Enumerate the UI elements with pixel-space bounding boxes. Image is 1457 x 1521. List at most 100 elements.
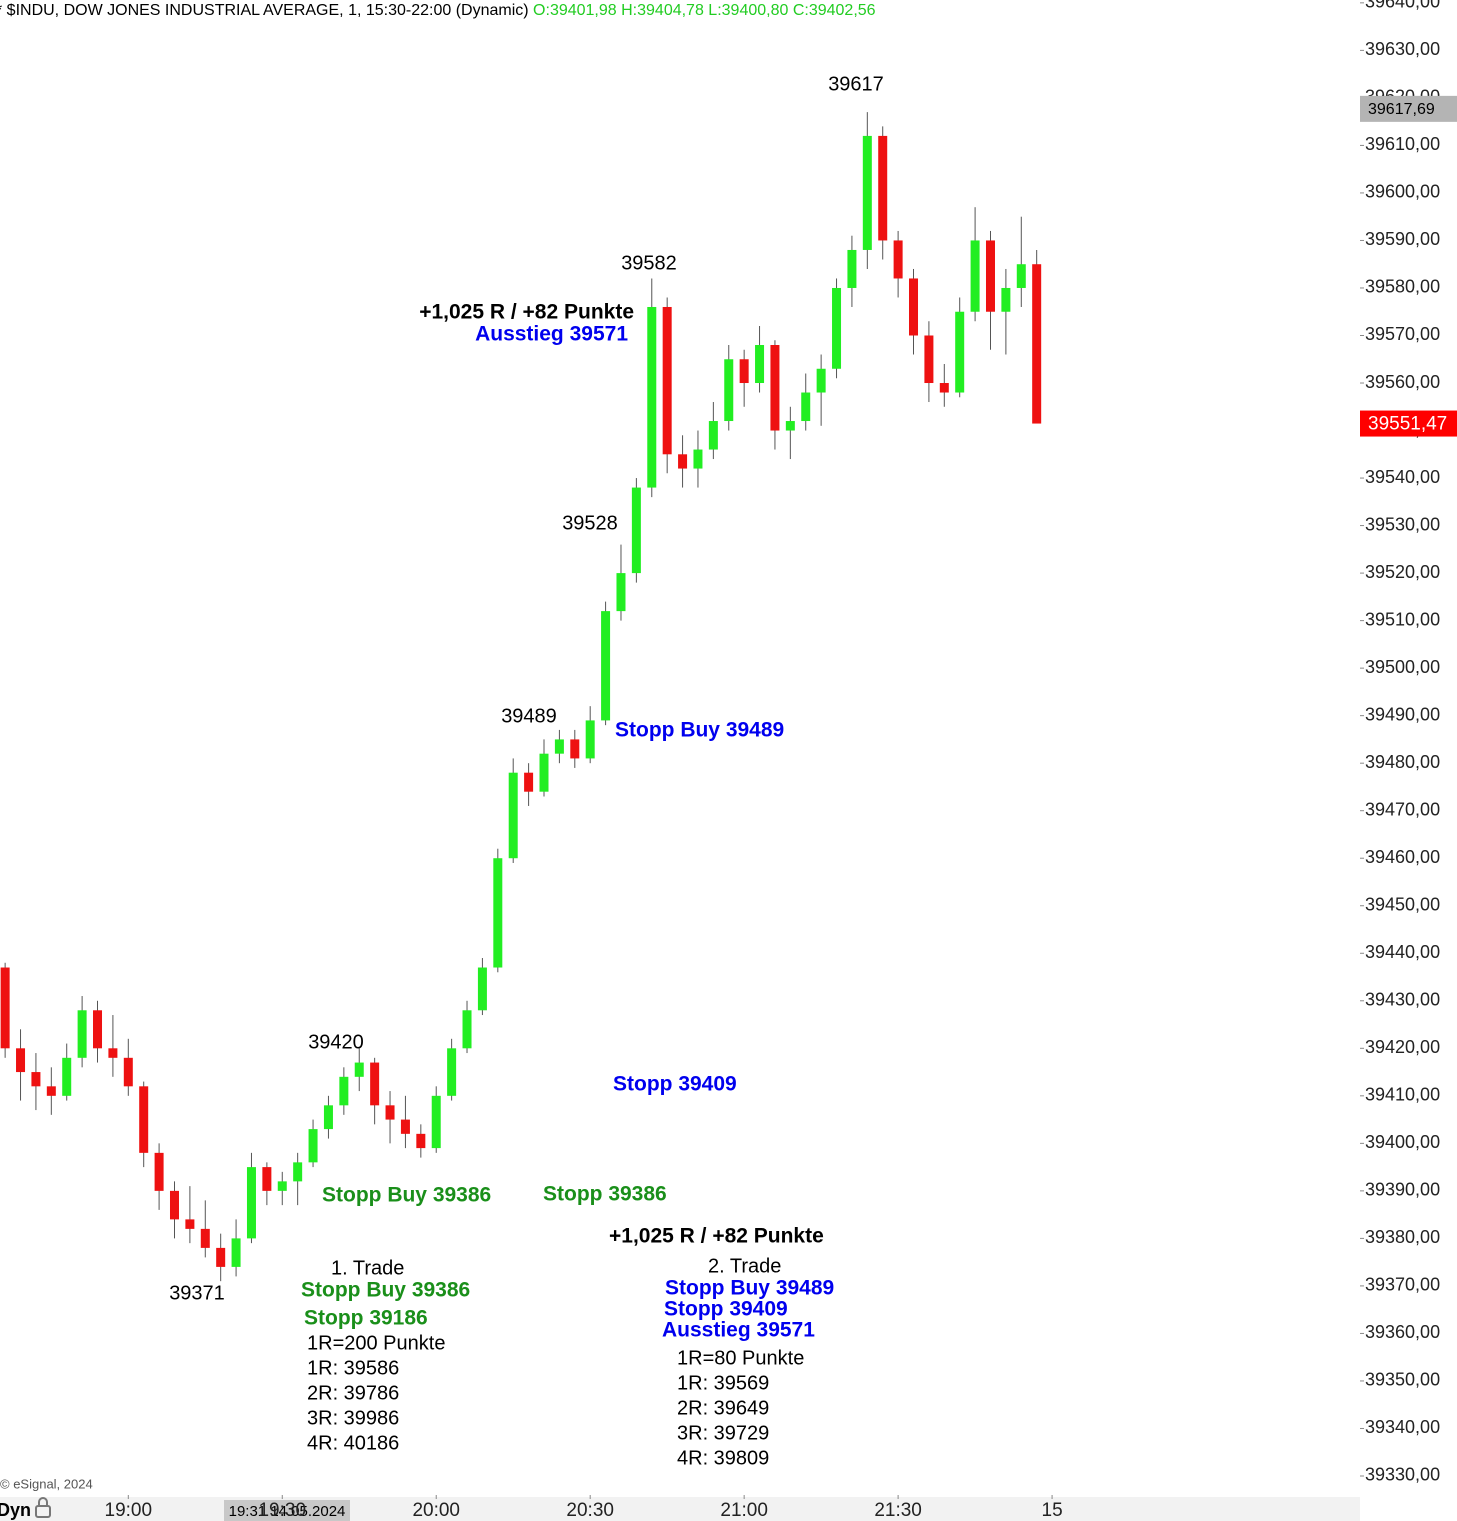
annotation: Stopp Buy 39489 bbox=[665, 1277, 834, 1300]
candle-body bbox=[154, 1152, 164, 1191]
y-tick-label: 39510,00 bbox=[1365, 609, 1440, 629]
y-tick-label: 39360,00 bbox=[1365, 1322, 1440, 1342]
candle-body bbox=[0, 967, 10, 1049]
candle-body bbox=[416, 1133, 426, 1149]
y-tick-label: 39400,00 bbox=[1365, 1132, 1440, 1152]
candle-body bbox=[385, 1105, 395, 1120]
x-tick-label: 20:00 bbox=[412, 1500, 460, 1521]
candle-body bbox=[585, 720, 595, 759]
y-tick-label: 39390,00 bbox=[1365, 1180, 1440, 1200]
y-tick-label: 39570,00 bbox=[1365, 324, 1440, 344]
annotation: Stopp 39409 bbox=[613, 1073, 737, 1096]
candle-body bbox=[816, 368, 826, 393]
x-axis-band bbox=[0, 1497, 1360, 1521]
candle-body bbox=[770, 345, 780, 431]
annotation: Stopp Buy 39386 bbox=[301, 1279, 470, 1302]
annotation: 4R: 40186 bbox=[307, 1432, 399, 1454]
annotation: Stopp Buy 39489 bbox=[615, 719, 784, 742]
candle-body bbox=[400, 1119, 410, 1134]
y-tick-label: 39330,00 bbox=[1365, 1465, 1440, 1485]
candle-body bbox=[832, 287, 842, 369]
candle-body bbox=[93, 1010, 103, 1049]
candle-body bbox=[447, 1048, 457, 1096]
candle-body bbox=[985, 240, 995, 312]
candle-body bbox=[939, 383, 949, 393]
annotation: Stopp 39186 bbox=[304, 1307, 428, 1330]
annotation: Ausstieg 39571 bbox=[475, 323, 628, 346]
candle-body bbox=[77, 1010, 87, 1058]
candle-body bbox=[46, 1086, 56, 1096]
annotation: 1. Trade bbox=[331, 1257, 404, 1279]
y-tick-label: 39500,00 bbox=[1365, 657, 1440, 677]
y-tick-label: 39560,00 bbox=[1365, 372, 1440, 392]
y-tick-label: 39370,00 bbox=[1365, 1275, 1440, 1295]
annotation: 39582 bbox=[621, 252, 677, 274]
candle-body bbox=[1032, 264, 1042, 424]
y-tick-label: 39480,00 bbox=[1365, 752, 1440, 772]
price-marker-label: 39617,69 bbox=[1368, 101, 1435, 118]
y-axis-band bbox=[1360, 0, 1457, 1521]
candle-body bbox=[755, 345, 765, 384]
chart-header: * $INDU, DOW JONES INDUSTRIAL AVERAGE, 1… bbox=[0, 2, 876, 19]
annotation: 39528 bbox=[562, 512, 618, 534]
candle-body bbox=[31, 1072, 41, 1087]
candle-body bbox=[354, 1062, 364, 1077]
y-tick-label: 39540,00 bbox=[1365, 467, 1440, 487]
candle-body bbox=[262, 1167, 272, 1191]
candle-body bbox=[493, 858, 503, 968]
y-tick-label: 39350,00 bbox=[1365, 1370, 1440, 1390]
annotation: Stopp 39409 bbox=[664, 1298, 788, 1321]
candle-body bbox=[169, 1190, 179, 1220]
candle-body bbox=[909, 278, 919, 336]
lock-icon bbox=[35, 1497, 51, 1518]
x-tick-label: 21:00 bbox=[720, 1500, 768, 1521]
y-tick-label: 39340,00 bbox=[1365, 1417, 1440, 1437]
x-tick-label: 19:00 bbox=[105, 1500, 153, 1521]
mode-label: Dyn bbox=[0, 1500, 31, 1520]
cursor-label-box bbox=[224, 1500, 350, 1521]
candle-body bbox=[1001, 287, 1011, 312]
y-tick-label: 39640,00 bbox=[1365, 0, 1440, 12]
copyright: © eSignal, 2024 bbox=[0, 1476, 93, 1491]
y-tick-label: 39610,00 bbox=[1365, 134, 1440, 154]
candle-body bbox=[139, 1086, 149, 1153]
candle-body bbox=[308, 1129, 318, 1163]
candle-body bbox=[970, 240, 980, 312]
candle-body bbox=[231, 1238, 241, 1267]
candle-body bbox=[924, 335, 934, 384]
candle-body bbox=[785, 421, 795, 431]
candle-body bbox=[631, 487, 641, 574]
y-tick-label: 39600,00 bbox=[1365, 182, 1440, 202]
candle-body bbox=[477, 967, 487, 1011]
annotation: 1R: 39569 bbox=[677, 1372, 769, 1394]
candle-body bbox=[216, 1247, 226, 1267]
candle-body bbox=[878, 135, 888, 241]
candle-body bbox=[739, 359, 749, 384]
y-tick-label: 39440,00 bbox=[1365, 942, 1440, 962]
y-tick-label: 39420,00 bbox=[1365, 1037, 1440, 1057]
candle-body bbox=[1016, 264, 1026, 288]
x-tick-label: 21:30 bbox=[874, 1500, 922, 1521]
candle-body bbox=[277, 1181, 287, 1191]
candle-body bbox=[647, 306, 657, 488]
annotation: 2. Trade bbox=[708, 1255, 781, 1277]
y-tick-label: 39490,00 bbox=[1365, 704, 1440, 724]
annotation: Stopp 39386 bbox=[543, 1183, 667, 1206]
annotation: 3R: 39729 bbox=[677, 1422, 769, 1444]
candle-body bbox=[616, 573, 626, 612]
candle-body bbox=[185, 1219, 195, 1229]
candle-body bbox=[123, 1057, 133, 1087]
candle-body bbox=[16, 1048, 26, 1073]
y-tick-label: 39430,00 bbox=[1365, 990, 1440, 1010]
y-tick-label: 39410,00 bbox=[1365, 1085, 1440, 1105]
candle-body bbox=[62, 1057, 72, 1096]
candle-body bbox=[570, 739, 580, 759]
annotation: Stopp Buy 39386 bbox=[322, 1184, 491, 1207]
annotation: 2R: 39786 bbox=[307, 1382, 399, 1404]
annotation: 39371 bbox=[169, 1282, 225, 1304]
annotation: 1R=80 Punkte bbox=[677, 1347, 804, 1369]
annotation: +1,025 R / +82 Punkte bbox=[609, 1225, 824, 1248]
annotation: 2R: 39649 bbox=[677, 1397, 769, 1419]
